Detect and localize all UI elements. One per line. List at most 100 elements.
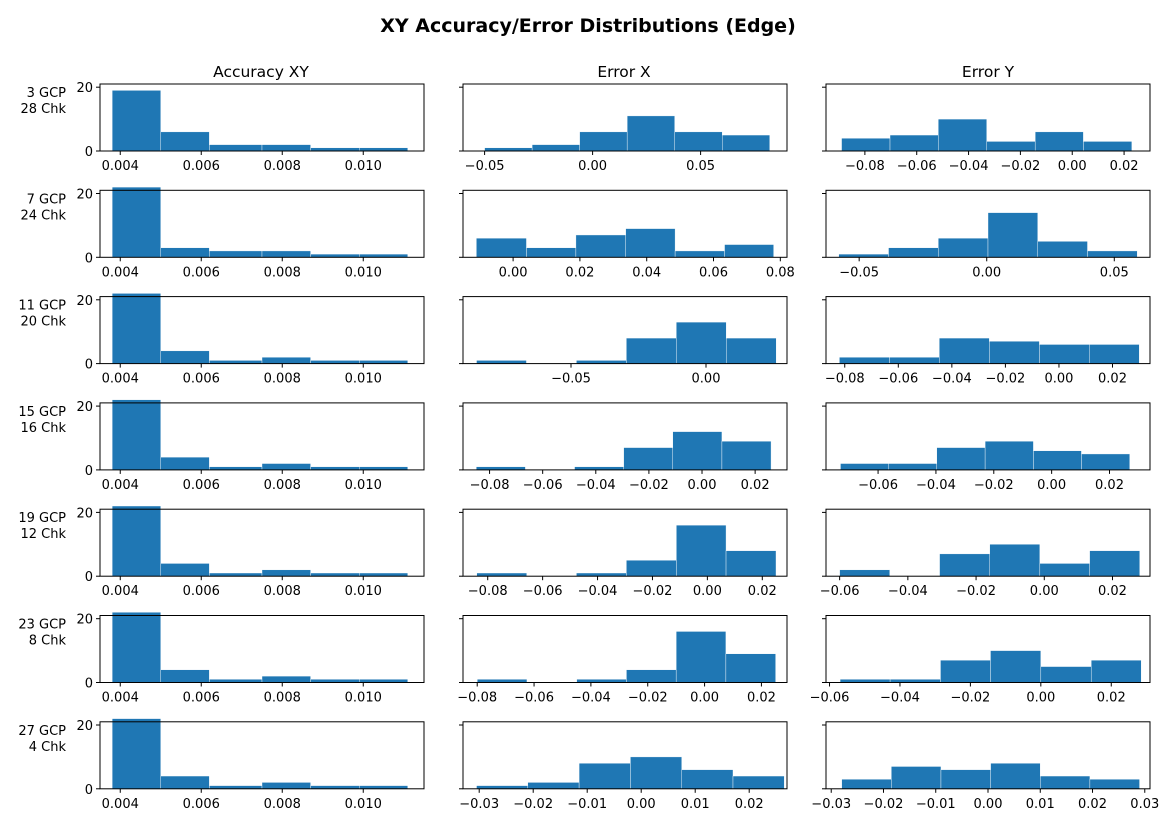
histogram-bar xyxy=(888,463,937,471)
figure-title: XY Accuracy/Error Distributions (Edge) xyxy=(380,15,796,37)
histogram-panel: −0.06 −0.04 −0.02 0.00 0.02 xyxy=(820,508,1151,599)
histogram-bar xyxy=(938,237,989,258)
x-tick-label: 0.006 xyxy=(183,797,220,812)
x-tick-label: −0.06 xyxy=(878,372,918,387)
x-tick-label: 0.02 xyxy=(1078,797,1107,812)
axes-frame xyxy=(462,615,788,683)
x-tick-label: −0.06 xyxy=(897,159,937,174)
histogram-bar xyxy=(940,769,991,789)
x-tick-label: −0.08 xyxy=(845,159,885,174)
x-tick-label: 0.00 xyxy=(690,691,719,706)
histogram-bar xyxy=(261,782,311,789)
y-tick-label: 20 xyxy=(76,506,93,521)
axes-frame xyxy=(462,508,788,577)
histogram-bar xyxy=(987,212,1038,258)
x-tick-label: −0.02 xyxy=(513,797,553,812)
x-tick-label: 0.010 xyxy=(345,584,382,599)
y-tick-label: 0 xyxy=(85,464,93,479)
row-label-chk: 20 Chk xyxy=(20,315,66,330)
row-label-gcp: 7 GCP xyxy=(27,192,67,207)
histogram-bar xyxy=(1037,241,1088,258)
histogram-panel: 0.00 0.02 0.04 0.06 0.08 xyxy=(459,189,795,280)
axes-frame xyxy=(99,296,425,365)
x-tick-label: 0.02 xyxy=(747,691,776,706)
y-tick-label: 20 xyxy=(76,294,93,309)
x-tick-label: 0.00 xyxy=(692,372,721,387)
x-tick-label: −0.06 xyxy=(858,478,898,493)
x-tick-label: 0.008 xyxy=(264,372,301,387)
x-tick-label: 0.004 xyxy=(102,478,139,493)
x-tick-label: 0.04 xyxy=(632,265,661,280)
histogram-bar xyxy=(989,341,1040,364)
histogram-panel: −0.08 −0.06 −0.04 −0.02 0.00 0.02 xyxy=(457,615,788,706)
histogram-bar xyxy=(626,337,677,364)
histogram-bar xyxy=(261,675,311,683)
x-tick-label: 0.004 xyxy=(102,159,139,174)
x-tick-label: −0.05 xyxy=(551,372,591,387)
x-tick-label: −0.04 xyxy=(571,691,611,706)
histogram-bar xyxy=(531,144,580,152)
histogram-bar xyxy=(990,763,1041,790)
histogram-bar xyxy=(1081,453,1130,471)
x-tick-label: −0.04 xyxy=(888,584,928,599)
x-tick-label: 0.05 xyxy=(686,159,715,174)
histogram-bar xyxy=(938,118,987,152)
x-tick-label: 0.02 xyxy=(748,584,777,599)
x-tick-label: 0.004 xyxy=(102,584,139,599)
histogram-bar xyxy=(160,247,210,258)
axes-frame xyxy=(462,296,788,365)
axes-frame xyxy=(99,189,425,258)
histogram-bar xyxy=(681,769,734,789)
x-tick-label: −0.04 xyxy=(576,478,616,493)
x-tick-label: 0.02 xyxy=(1095,478,1124,493)
x-tick-label: 0.010 xyxy=(345,265,382,280)
histogram-panel: −0.06 −0.04 −0.02 0.00 0.02 xyxy=(810,615,1151,706)
axes-frame xyxy=(99,721,425,790)
histogram-bar xyxy=(261,463,311,471)
histogram-bar xyxy=(1089,550,1140,577)
x-tick-label: 0.008 xyxy=(264,797,301,812)
x-tick-label: 0.006 xyxy=(183,478,220,493)
histogram-bar xyxy=(261,250,311,258)
histogram-bar xyxy=(722,134,770,152)
histogram-bar xyxy=(1034,131,1084,152)
histogram-bar xyxy=(840,463,889,471)
x-tick-label: −0.08 xyxy=(825,372,865,387)
histogram-bar xyxy=(939,337,990,364)
histogram-panel: −0.08 −0.06 −0.04 −0.02 0.00 0.02 xyxy=(822,83,1151,174)
histogram-bar xyxy=(891,766,942,789)
histogram-bar xyxy=(1090,659,1142,683)
x-tick-label: 0.00 xyxy=(688,478,717,493)
histogram-bar xyxy=(261,144,311,152)
histogram-bar xyxy=(724,244,774,258)
x-tick-label: −0.02 xyxy=(628,691,668,706)
histogram-bar xyxy=(889,134,939,152)
x-tick-label: 0.00 xyxy=(1030,584,1059,599)
histogram-bar xyxy=(527,782,580,789)
histogram-bar xyxy=(1089,344,1140,364)
axes-frame xyxy=(825,189,1151,258)
y-tick-label: 20 xyxy=(76,719,93,734)
histogram-bar xyxy=(888,247,939,258)
histogram-bar xyxy=(721,440,772,471)
row-label-gcp: 15 GCP xyxy=(18,405,66,420)
histogram-bar xyxy=(209,250,263,258)
x-tick-label: 0.08 xyxy=(766,265,795,280)
histogram-bar xyxy=(939,553,990,577)
x-tick-label: −0.01 xyxy=(916,797,956,812)
histogram-bar xyxy=(111,505,161,577)
histogram-bar xyxy=(726,337,777,364)
x-tick-label: 0.02 xyxy=(1110,159,1139,174)
x-tick-label: 0.03 xyxy=(1130,797,1159,812)
row-label-gcp: 3 GCP xyxy=(27,86,67,101)
y-tick-label: 0 xyxy=(85,677,93,692)
histogram-panel: −0.08 −0.06 −0.04 −0.02 0.00 0.02 xyxy=(459,508,788,599)
histogram-panel: −0.08 −0.06 −0.04 −0.02 0.00 0.02 xyxy=(822,296,1151,387)
x-tick-label: 0.00 xyxy=(499,265,528,280)
row-label-chk: 16 Chk xyxy=(20,421,66,436)
histogram-bar xyxy=(1089,779,1140,789)
x-tick-label: −0.06 xyxy=(523,478,563,493)
